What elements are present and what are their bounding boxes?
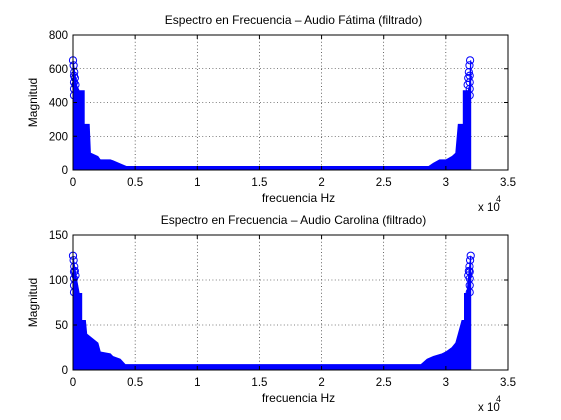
y-axis-label: Magnitud <box>26 278 40 327</box>
y-tick-label: 100 <box>49 275 68 287</box>
x-tick-label: 3.5 <box>500 177 516 189</box>
stem-marker <box>69 91 79 100</box>
x-tick-label: 3.5 <box>500 377 516 389</box>
stem-marker <box>69 84 79 93</box>
peak-marker <box>70 262 79 271</box>
y-tick-label: 50 <box>55 320 68 332</box>
y-tick-label: 0 <box>62 165 68 177</box>
y-tick-label: 800 <box>49 30 68 42</box>
stem-marker <box>69 71 79 80</box>
x-exponent-label: x 10 <box>478 202 500 214</box>
stem-baseline <box>73 366 471 370</box>
x-tick-label: 2 <box>318 177 324 189</box>
stem-series <box>72 255 472 371</box>
x-tick-label: 3 <box>443 177 449 189</box>
stem-marker <box>69 288 79 297</box>
x-tick-label: 1 <box>194 177 200 189</box>
x-tick-label: 0 <box>70 177 76 189</box>
stem-series <box>72 60 472 171</box>
peak-marker <box>465 262 474 271</box>
x-exponent-label: x 10 <box>478 402 500 414</box>
chart-panel-1: 0 0.5 1 1.5 2 2.5 3 3.5 0 200 400 600 800 Espectro en… <box>26 13 516 214</box>
y-axis-label: Magnitud <box>26 78 40 127</box>
stem-marker <box>465 288 474 297</box>
x-tick-label: 0.5 <box>127 377 143 389</box>
peak-marker <box>465 256 475 265</box>
stem-baseline <box>73 166 471 170</box>
stem-marker <box>465 84 474 93</box>
stem-marker <box>465 71 474 80</box>
y-tick-label: 600 <box>49 64 68 76</box>
x-axis-label: frecuencia Hz <box>262 391 335 405</box>
x-exponent-power: 4 <box>496 194 501 204</box>
peak-marker <box>464 73 473 83</box>
x-tick-label: 1 <box>194 377 200 389</box>
peak-marker <box>465 56 475 65</box>
y-tick-label: 150 <box>49 230 68 242</box>
x-tick-label: 1.5 <box>251 177 267 189</box>
y-tick-label: 400 <box>49 98 68 110</box>
stem-marker <box>465 91 474 100</box>
stem-marker <box>465 78 474 87</box>
peak-marker <box>465 61 474 70</box>
x-tick-label: 1.5 <box>251 377 267 389</box>
x-tick-label: 2.5 <box>376 377 392 389</box>
x-exponent-power: 4 <box>496 394 501 404</box>
chart-title: Espectro en Frecuencia – Audio Fátima (f… <box>165 13 422 27</box>
chart-panel-2: 0 0.5 1 1.5 2 2.5 3 3.5 0 50 100 150 Espectro en Fre… <box>26 213 516 414</box>
x-tick-label: 2 <box>318 377 324 389</box>
stem-marker <box>69 78 79 87</box>
x-tick-label: 3 <box>443 377 449 389</box>
x-tick-label: 2.5 <box>376 177 392 189</box>
x-tick-label: 0.5 <box>127 177 143 189</box>
peak-marker <box>466 251 475 260</box>
x-axis-label: frecuencia Hz <box>262 191 335 205</box>
chart-title: Espectro en Frecuencia – Audio Carolina … <box>161 213 426 227</box>
x-tick-label: 0 <box>70 377 76 389</box>
y-tick-label: 200 <box>49 131 68 143</box>
y-tick-label: 0 <box>62 365 68 377</box>
axes-frame <box>72 234 509 371</box>
peak-marker <box>69 256 78 265</box>
